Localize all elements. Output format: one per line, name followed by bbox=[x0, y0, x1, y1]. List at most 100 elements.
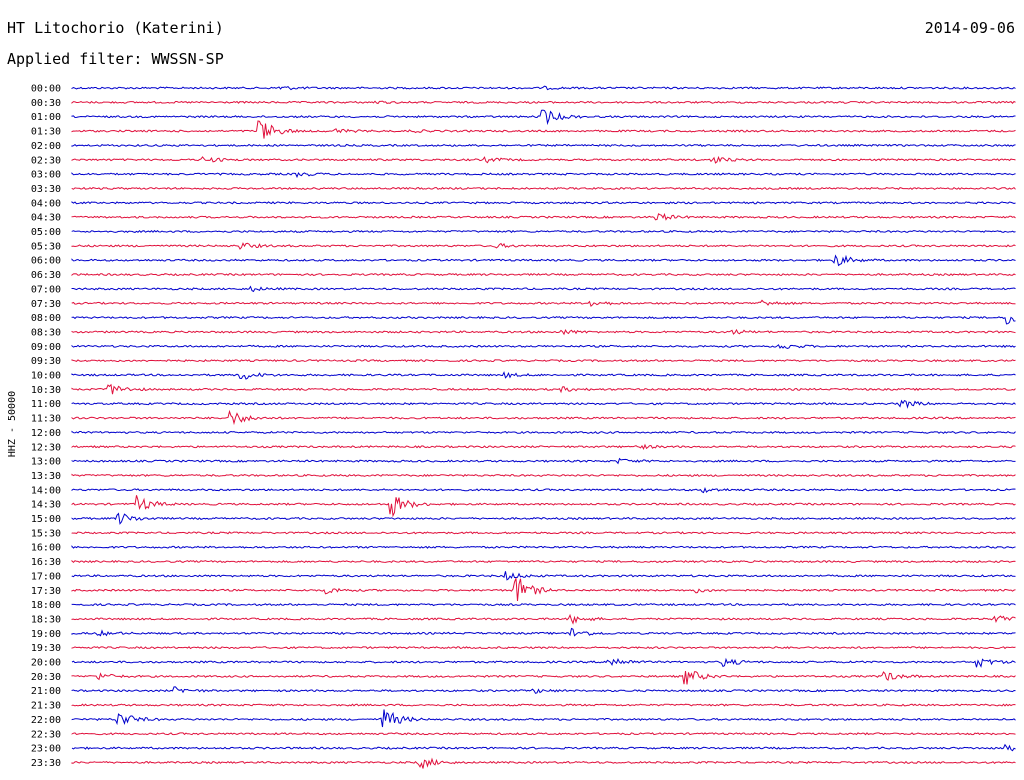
trace-0030 bbox=[71, 100, 1016, 105]
time-label: 03:30 bbox=[31, 184, 61, 195]
time-label: 17:30 bbox=[31, 586, 61, 597]
time-label: 19:30 bbox=[31, 643, 61, 654]
trace-1700 bbox=[71, 571, 1016, 581]
time-label: 16:30 bbox=[31, 557, 61, 568]
time-label: 23:00 bbox=[31, 744, 61, 755]
time-label: 19:00 bbox=[31, 629, 61, 640]
station-title: HT Litochorio (Katerini) bbox=[7, 19, 224, 37]
trace-1400 bbox=[71, 487, 1016, 494]
time-label: 23:30 bbox=[31, 758, 61, 769]
trace-0530 bbox=[71, 242, 1016, 250]
time-label: 12:00 bbox=[31, 428, 61, 439]
trace-0100 bbox=[71, 109, 1016, 126]
time-label: 11:30 bbox=[31, 414, 61, 425]
time-label: 09:00 bbox=[31, 342, 61, 353]
time-label: 00:00 bbox=[31, 84, 61, 95]
trace-2100 bbox=[71, 686, 1016, 694]
trace-1530 bbox=[71, 531, 1016, 535]
trace-0430 bbox=[71, 212, 1016, 221]
trace-1500 bbox=[71, 512, 1016, 525]
trace-0800 bbox=[71, 315, 1016, 325]
trace-2030 bbox=[71, 671, 1016, 685]
time-label: 21:30 bbox=[31, 701, 61, 712]
trace-2130 bbox=[71, 703, 1016, 707]
time-label: 22:30 bbox=[31, 729, 61, 740]
time-label: 03:00 bbox=[31, 170, 61, 181]
time-label: 04:30 bbox=[31, 213, 61, 224]
time-label: 08:30 bbox=[31, 327, 61, 338]
trace-0230 bbox=[71, 155, 1016, 164]
trace-1730 bbox=[71, 578, 1016, 602]
time-label: 15:30 bbox=[31, 528, 61, 539]
time-label: 20:00 bbox=[31, 658, 61, 669]
trace-1200 bbox=[71, 430, 1016, 434]
date-label: 2014-09-06 bbox=[924, 19, 1015, 37]
trace-0700 bbox=[71, 285, 1016, 293]
time-label: 10:30 bbox=[31, 385, 61, 396]
time-label: 16:00 bbox=[31, 543, 61, 554]
time-label: 18:00 bbox=[31, 600, 61, 611]
time-label: 20:30 bbox=[31, 672, 61, 683]
trace-1030 bbox=[71, 383, 1016, 395]
trace-0130 bbox=[71, 120, 1016, 139]
time-label: 04:00 bbox=[31, 198, 61, 209]
trace-1300 bbox=[71, 457, 1016, 465]
trace-0900 bbox=[71, 344, 1016, 350]
time-label: 22:00 bbox=[31, 715, 61, 726]
time-label: 01:00 bbox=[31, 112, 61, 123]
trace-1800 bbox=[71, 602, 1016, 607]
time-label: 17:00 bbox=[31, 571, 61, 582]
time-label: 07:30 bbox=[31, 299, 61, 310]
time-label: 08:00 bbox=[31, 313, 61, 324]
trace-0830 bbox=[71, 328, 1016, 336]
trace-2000 bbox=[71, 657, 1016, 668]
trace-0630 bbox=[71, 272, 1016, 277]
trace-1600 bbox=[71, 545, 1016, 549]
time-label: 11:00 bbox=[31, 399, 61, 410]
time-label: 07:00 bbox=[31, 284, 61, 295]
time-label: 05:30 bbox=[31, 241, 61, 252]
time-label: 15:00 bbox=[31, 514, 61, 525]
time-label: 13:30 bbox=[31, 471, 61, 482]
trace-0600 bbox=[71, 254, 1016, 267]
trace-1830 bbox=[71, 613, 1016, 625]
trace-0400 bbox=[71, 201, 1016, 205]
trace-0200 bbox=[71, 143, 1016, 148]
time-label: 10:00 bbox=[31, 371, 61, 382]
trace-2200 bbox=[71, 709, 1016, 728]
trace-1130 bbox=[71, 409, 1016, 426]
time-label: 02:30 bbox=[31, 155, 61, 166]
time-label: 13:00 bbox=[31, 457, 61, 468]
trace-2230 bbox=[71, 732, 1016, 736]
trace-0300 bbox=[71, 171, 1016, 179]
time-labels-group: 00:00 00:30 01:00 01:30 02:00 02:30 03:00 03:30… bbox=[31, 84, 61, 769]
time-label: 06:00 bbox=[31, 256, 61, 267]
trace-1230 bbox=[71, 443, 1016, 451]
trace-1000 bbox=[71, 371, 1016, 380]
trace-1100 bbox=[71, 399, 1016, 409]
time-label: 00:30 bbox=[31, 98, 61, 109]
time-label: 21:00 bbox=[31, 686, 61, 697]
time-label: 05:00 bbox=[31, 227, 61, 238]
trace-0330 bbox=[71, 186, 1016, 191]
time-label: 09:30 bbox=[31, 356, 61, 367]
time-label: 14:30 bbox=[31, 500, 61, 511]
trace-2330 bbox=[71, 757, 1016, 769]
trace-0730 bbox=[71, 299, 1016, 307]
y-axis-label: HHZ - 50000 bbox=[7, 391, 18, 457]
trace-1430 bbox=[71, 495, 1016, 518]
trace-0930 bbox=[71, 359, 1016, 363]
time-label: 06:30 bbox=[31, 270, 61, 281]
trace-0000 bbox=[71, 85, 1016, 91]
time-label: 01:30 bbox=[31, 127, 61, 138]
time-label: 12:30 bbox=[31, 442, 61, 453]
time-label: 14:00 bbox=[31, 485, 61, 496]
trace-2300 bbox=[71, 743, 1016, 752]
trace-1330 bbox=[71, 473, 1016, 478]
traces-group bbox=[71, 85, 1016, 769]
trace-0500 bbox=[71, 229, 1016, 234]
time-label: 02:00 bbox=[31, 141, 61, 152]
trace-1630 bbox=[71, 559, 1016, 564]
trace-1900 bbox=[71, 627, 1016, 637]
trace-1930 bbox=[71, 646, 1016, 650]
